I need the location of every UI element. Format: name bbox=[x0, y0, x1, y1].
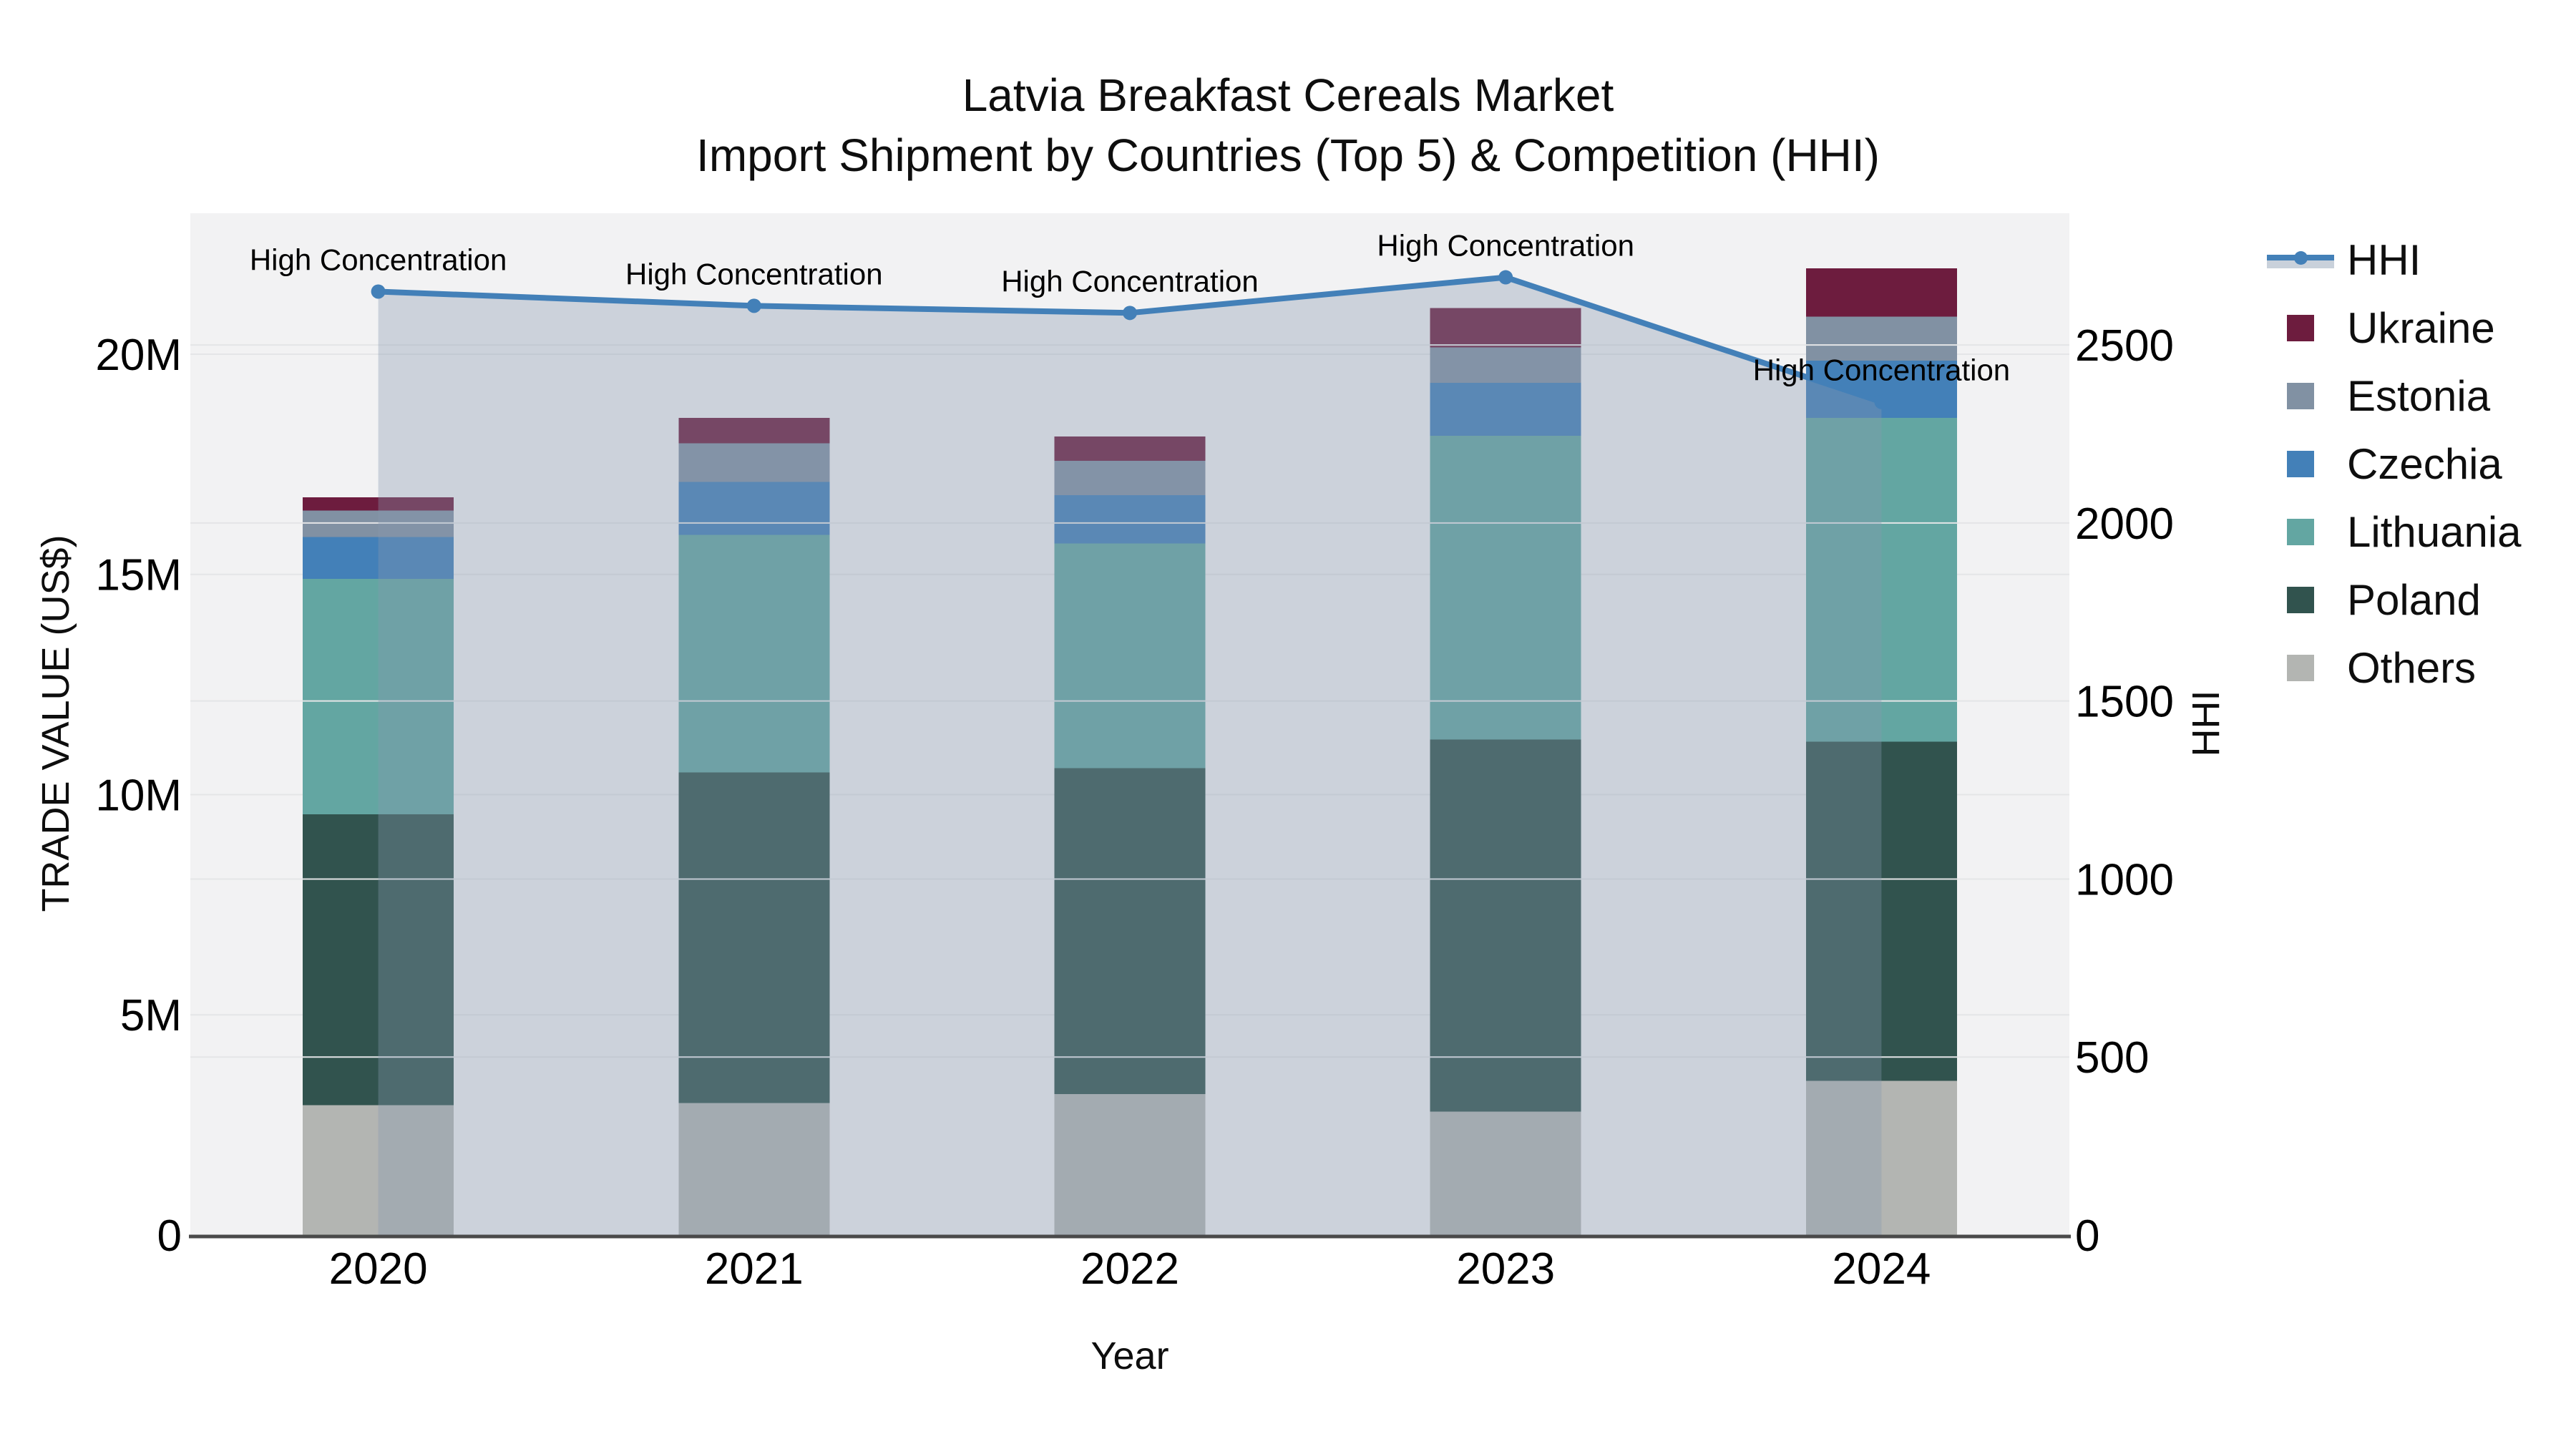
bar-segment-estonia-2021 bbox=[678, 443, 830, 482]
legend-label: Others bbox=[2347, 643, 2477, 692]
bar-segment-poland-2024 bbox=[1805, 741, 1957, 1081]
color-swatch-icon bbox=[2267, 373, 2347, 419]
bar-segment-lithuania-2023 bbox=[1430, 435, 1581, 740]
bar-segment-ukraine-2023 bbox=[1430, 308, 1581, 348]
chart-title-line1: Latvia Breakfast Cereals Market bbox=[962, 69, 1614, 121]
hhi-area-fill bbox=[378, 277, 1882, 1236]
legend-label: Ukraine bbox=[2347, 303, 2495, 352]
color-swatch-icon bbox=[2267, 509, 2347, 555]
legend-item-others[interactable]: Others bbox=[2267, 643, 2477, 692]
tick-label-y-right: 0 bbox=[2075, 1211, 2099, 1261]
bar-segment-ukraine-2022 bbox=[1054, 436, 1206, 461]
bar-segment-czechia-2020 bbox=[303, 537, 454, 579]
legend-item-lithuania[interactable]: Lithuania bbox=[2267, 507, 2522, 556]
bar-segment-estonia-2022 bbox=[1054, 460, 1206, 495]
legend: HHI Ukraine Estonia Czechia Lithuania Po… bbox=[2267, 0, 2575, 1449]
legend-label: Czechia bbox=[2347, 439, 2502, 488]
bar-segment-lithuania-2021 bbox=[678, 535, 830, 773]
legend-label: Poland bbox=[2347, 575, 2481, 624]
bar-segment-czechia-2023 bbox=[1430, 382, 1581, 436]
bar-segment-others-2023 bbox=[1430, 1111, 1581, 1235]
tick-label-x: 2021 bbox=[705, 1244, 804, 1294]
tick-label-y-right: 1500 bbox=[2075, 678, 2174, 727]
color-swatch-icon bbox=[2267, 577, 2347, 623]
bar-segment-lithuania-2024 bbox=[1805, 418, 1957, 742]
bar-segment-estonia-2024 bbox=[1805, 316, 1957, 361]
color-swatch-icon bbox=[2267, 305, 2347, 351]
annotation-high-concentration-2022: High Concentration bbox=[1001, 264, 1259, 298]
tick-label-x: 2022 bbox=[1080, 1244, 1179, 1294]
legend-label: Lithuania bbox=[2347, 507, 2522, 556]
hhi-marker-2023 bbox=[1498, 270, 1513, 285]
tick-label-y-right: 1000 bbox=[2075, 855, 2174, 904]
bar-segment-czechia-2021 bbox=[678, 482, 830, 535]
legend-item-hhi[interactable]: HHI bbox=[2267, 235, 2421, 284]
legend-item-poland[interactable]: Poland bbox=[2267, 575, 2481, 624]
color-swatch-icon bbox=[2267, 645, 2347, 691]
legend-label: Estonia bbox=[2347, 371, 2491, 420]
annotation-high-concentration-2021: High Concentration bbox=[625, 257, 883, 291]
bar-segment-ukraine-2020 bbox=[303, 497, 454, 511]
bar-segment-ukraine-2024 bbox=[1805, 268, 1957, 317]
bar-segment-others-2020 bbox=[303, 1105, 454, 1235]
tick-label-x: 2020 bbox=[329, 1244, 428, 1294]
bar-segment-others-2024 bbox=[1805, 1080, 1957, 1235]
bar-segment-poland-2022 bbox=[1054, 768, 1206, 1095]
color-swatch-icon bbox=[2267, 441, 2347, 487]
bar-segment-estonia-2023 bbox=[1430, 347, 1581, 383]
hhi-marker-2020 bbox=[371, 284, 386, 299]
hhi-line-icon bbox=[2267, 237, 2347, 283]
bar-segment-lithuania-2020 bbox=[303, 578, 454, 815]
annotation-high-concentration-2024: High Concentration bbox=[1753, 353, 2011, 387]
bar-segment-others-2022 bbox=[1054, 1094, 1206, 1235]
bar-segment-ukraine-2021 bbox=[678, 418, 830, 444]
tick-label-y-left: 15M bbox=[95, 551, 182, 600]
bar-segment-estonia-2020 bbox=[303, 510, 454, 537]
tick-label-y-left: 10M bbox=[95, 771, 182, 820]
x-axis-title: Year bbox=[1091, 1335, 1169, 1377]
tick-label-x: 2024 bbox=[1832, 1244, 1931, 1294]
annotation-high-concentration-2023: High Concentration bbox=[1377, 229, 1634, 263]
tick-label-y-right: 2500 bbox=[2075, 321, 2174, 371]
y-axis-title-right: HHI bbox=[2185, 690, 2228, 757]
tick-label-y-left: 5M bbox=[120, 991, 182, 1040]
annotation-high-concentration-2020: High Concentration bbox=[250, 243, 507, 276]
legend-item-estonia[interactable]: Estonia bbox=[2267, 371, 2491, 420]
legend-label: HHI bbox=[2347, 235, 2421, 284]
hhi-marker-2024 bbox=[1874, 394, 1889, 409]
tick-label-x: 2023 bbox=[1456, 1244, 1555, 1294]
bar-segment-others-2021 bbox=[678, 1103, 830, 1235]
hhi-marker-2022 bbox=[1123, 306, 1137, 321]
bar-segment-czechia-2022 bbox=[1054, 494, 1206, 544]
chart-title-line2: Import Shipment by Countries (Top 5) & C… bbox=[696, 130, 1880, 181]
tick-label-y-right: 500 bbox=[2075, 1033, 2149, 1083]
bar-segment-lithuania-2022 bbox=[1054, 543, 1206, 769]
y-axis-title-left: TRADE VALUE (US$) bbox=[34, 535, 77, 912]
legend-item-ukraine[interactable]: Ukraine bbox=[2267, 303, 2495, 352]
tick-label-y-left: 20M bbox=[95, 331, 182, 380]
legend-item-czechia[interactable]: Czechia bbox=[2267, 439, 2502, 488]
tick-label-y-right: 2000 bbox=[2075, 499, 2174, 549]
bar-segment-poland-2023 bbox=[1430, 739, 1581, 1112]
tick-label-y-left: 0 bbox=[157, 1211, 182, 1261]
bar-segment-poland-2021 bbox=[678, 772, 830, 1103]
hhi-marker-2021 bbox=[746, 298, 761, 313]
